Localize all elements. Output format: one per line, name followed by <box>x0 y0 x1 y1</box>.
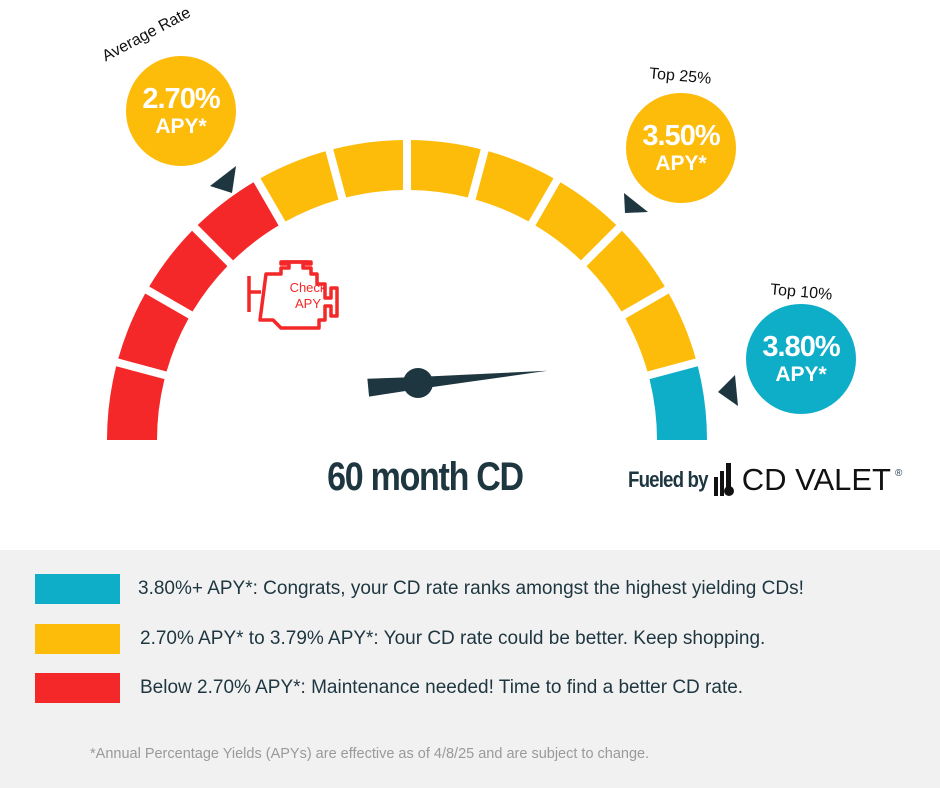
gauge-segment-red <box>197 182 279 261</box>
bubble-rate: 3.80% <box>762 331 840 363</box>
legend-swatch-cyan <box>35 574 120 604</box>
gauge-segment-yellow <box>333 140 404 198</box>
gauge-segment-yellow <box>625 293 696 372</box>
brand-name: CD VALET <box>741 462 891 497</box>
brand-logo: Fueled by CD VALET ® <box>628 462 902 498</box>
gauge-needle <box>367 368 548 398</box>
pointer-top-25 <box>624 193 648 213</box>
bubble-apy: APY* <box>155 115 207 138</box>
bubble-rate: 3.50% <box>642 120 720 152</box>
legend-item-top: 3.80%+ APY*: Congrats, your CD rate rank… <box>35 574 804 604</box>
bubble-rate: 2.70% <box>142 83 220 115</box>
bubble-apy: APY* <box>775 363 827 386</box>
legend-text: Below 2.70% APY*: Maintenance needed! Ti… <box>140 677 744 698</box>
bubble-apy: APY* <box>655 152 707 175</box>
legend-text: 2.70% APY* to 3.79% APY*: Your CD rate c… <box>140 628 766 649</box>
gauge-segment-yellow <box>475 151 554 222</box>
pointer-average-rate <box>210 166 236 193</box>
gauge-segment-yellow <box>535 182 617 261</box>
footnote: *Annual Percentage Yields (APYs) are eff… <box>90 746 650 762</box>
gauge-segment-yellow <box>260 151 339 222</box>
gauge-segment-red <box>118 293 189 372</box>
check-engine-text-line2: APY <box>295 296 321 311</box>
legend-item-bottom: Below 2.70% APY*: Maintenance needed! Ti… <box>35 673 743 703</box>
gauge-segment-red <box>149 230 228 312</box>
fueled-by-text: Fueled by <box>628 467 708 492</box>
check-engine-text-line1: Check <box>290 280 327 295</box>
legend-swatch-yellow <box>35 624 120 654</box>
bubble-top-25: 3.50% APY* <box>626 93 736 203</box>
registered-mark: ® <box>894 468 903 479</box>
bubble-average-rate: 2.70% APY* <box>126 56 236 166</box>
gauge-segment-yellow <box>586 230 665 312</box>
gauge-title: 60 month CD <box>327 455 524 499</box>
legend-item-middle: 2.70% APY* to 3.79% APY*: Your CD rate c… <box>35 624 765 654</box>
cd-valet-bars-icon <box>713 463 734 496</box>
gauge-segments <box>107 140 707 440</box>
legend-panel: 3.80%+ APY*: Congrats, your CD rate rank… <box>0 550 940 788</box>
legend-text: 3.80%+ APY*: Congrats, your CD rate rank… <box>138 578 804 599</box>
pointer-top-10 <box>718 375 738 406</box>
check-engine-icon <box>247 260 339 330</box>
gauge-segment-yellow <box>410 140 481 198</box>
legend-swatch-red <box>35 673 120 703</box>
gauge-segment-cyan <box>649 366 707 440</box>
needle-pointer <box>367 370 548 397</box>
bubble-top-10: 3.80% APY* <box>746 304 856 414</box>
gauge: Check APY <box>107 140 738 440</box>
gauge-segment-red <box>107 366 165 440</box>
needle-hub <box>403 368 433 398</box>
